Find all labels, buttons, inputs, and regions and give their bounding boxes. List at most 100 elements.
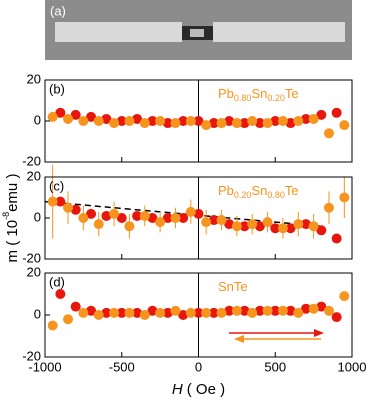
point — [254, 118, 265, 129]
x-tick-label: 1000 — [338, 359, 367, 374]
point — [308, 113, 319, 124]
sample-subscript: 0.20 — [234, 190, 252, 200]
point — [277, 305, 288, 316]
photo-label: (a) — [50, 3, 66, 18]
point — [109, 208, 120, 219]
point — [193, 116, 204, 126]
point — [247, 219, 258, 230]
point — [185, 307, 196, 318]
sample-label: Pb0.20Sn0.80Te — [218, 183, 299, 200]
point — [109, 118, 120, 129]
point — [132, 113, 143, 124]
point — [224, 219, 235, 230]
point — [285, 223, 296, 234]
point — [55, 196, 66, 207]
x-tick-label: 0 — [195, 359, 202, 374]
fit-line — [44, 200, 322, 227]
point — [109, 307, 120, 318]
point — [231, 118, 242, 129]
y-tick-label: 20 — [27, 71, 41, 86]
point — [231, 221, 242, 232]
y-axis-label: m ( 10-8emu ) — [1, 174, 21, 263]
point — [316, 225, 327, 236]
point — [93, 116, 104, 126]
point — [70, 204, 81, 215]
sample-subscript: 0.80 — [234, 93, 252, 103]
y-tick-label: -20 — [22, 153, 41, 168]
point — [55, 107, 66, 118]
point — [285, 118, 296, 129]
point — [262, 217, 273, 228]
point — [208, 307, 219, 318]
point — [208, 215, 219, 226]
point — [55, 289, 66, 299]
point — [193, 307, 204, 318]
point — [331, 312, 342, 323]
point — [185, 206, 196, 217]
point — [155, 116, 166, 126]
x-axis-label: H( Oe ) — [172, 381, 225, 398]
point — [101, 307, 112, 318]
point — [70, 301, 81, 312]
sample-part: SnTe — [218, 279, 248, 294]
point — [208, 118, 219, 129]
point — [270, 305, 281, 316]
point — [193, 208, 204, 219]
point — [63, 314, 74, 325]
point — [277, 116, 288, 126]
point — [285, 305, 296, 316]
rod — [213, 22, 345, 42]
point — [254, 221, 265, 232]
sample-subscript: 0.80 — [267, 190, 285, 200]
x-tick-label: -500 — [109, 359, 135, 374]
point — [316, 109, 327, 120]
x-tick-label: -1000 — [28, 359, 61, 374]
y-axis-text: m ( 10 — [4, 220, 21, 263]
point — [63, 202, 74, 213]
point — [139, 210, 150, 221]
sample-part: Pb — [218, 183, 234, 198]
point — [162, 118, 173, 129]
point — [224, 116, 235, 126]
y-axis-rest: emu ) — [4, 174, 21, 212]
point — [178, 213, 189, 223]
point — [86, 111, 97, 122]
y-tick-label: 20 — [27, 168, 41, 183]
photo: (a) — [45, 0, 352, 60]
sample-subscript: 0.20 — [267, 93, 285, 103]
panel-label: (c) — [49, 178, 64, 193]
point — [93, 219, 104, 230]
point — [101, 210, 112, 221]
point — [316, 301, 327, 312]
point — [331, 107, 342, 118]
rod — [55, 22, 182, 42]
arrows — [229, 329, 324, 343]
point — [277, 223, 288, 234]
point — [247, 116, 258, 126]
point — [147, 116, 158, 126]
point — [216, 215, 227, 226]
point — [293, 307, 304, 318]
y-axis-sup: -8 — [1, 212, 11, 220]
x-axis-unit: ( Oe ) — [187, 381, 225, 398]
point — [178, 310, 189, 320]
point — [339, 192, 350, 203]
point — [339, 291, 350, 302]
point — [47, 111, 58, 122]
x-tick-label: 500 — [264, 359, 286, 374]
point — [308, 303, 319, 314]
point — [70, 109, 81, 120]
point — [293, 116, 304, 126]
x-axis-symbol: H — [172, 381, 183, 398]
sample-part: Te — [285, 86, 299, 101]
point — [170, 118, 181, 129]
point — [162, 213, 173, 223]
point — [78, 307, 89, 318]
sample-label: Pb0.80Sn0.20Te — [218, 86, 299, 103]
point — [339, 120, 350, 131]
point — [239, 305, 250, 316]
arrowhead — [234, 335, 244, 343]
y-tick-label: -20 — [22, 250, 41, 265]
point — [139, 310, 150, 320]
